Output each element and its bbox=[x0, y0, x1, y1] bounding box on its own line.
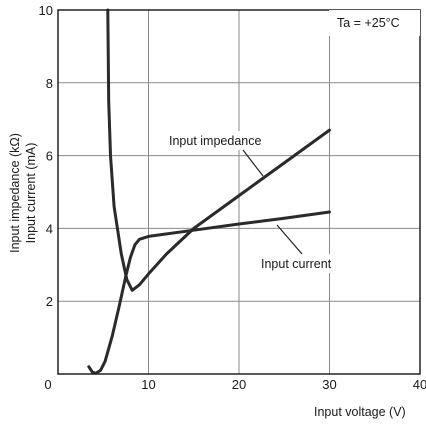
current-annotation-bg bbox=[258, 254, 350, 273]
current-pointer bbox=[276, 224, 303, 255]
current-annotation: Input current bbox=[261, 257, 332, 271]
impedance-annotation-bg bbox=[166, 131, 287, 150]
x-tick-label: 20 bbox=[232, 377, 246, 392]
input-impedance-curve bbox=[106, 8, 331, 292]
x-tick-label: 30 bbox=[322, 377, 336, 392]
curve-layer bbox=[87, 8, 331, 375]
x-axis-title: Input voltage (V) bbox=[314, 405, 406, 419]
y-tick-label: 4 bbox=[46, 221, 53, 236]
y-tick-label: 6 bbox=[46, 149, 53, 164]
input-current-curve bbox=[87, 210, 331, 375]
y-axis-title-impedance: Input impedance (kΩ) bbox=[8, 133, 22, 253]
x-tick-label: 0 bbox=[44, 377, 51, 392]
y-axis-title-current: Input current (mA) bbox=[24, 143, 38, 244]
tick-label-layer: 0 10 20 30 40 2 4 6 8 10 bbox=[39, 3, 426, 392]
y-tick-label: 10 bbox=[39, 3, 53, 18]
plot-frame bbox=[57, 9, 421, 375]
condition-label: Ta = +25°C bbox=[337, 16, 400, 30]
x-tick-label: 10 bbox=[141, 377, 155, 392]
y-tick-label: 8 bbox=[46, 76, 53, 91]
x-tick-label: 40 bbox=[413, 377, 426, 392]
impedance-pointer bbox=[242, 149, 264, 177]
condition-label-box bbox=[329, 10, 420, 36]
impedance-annotation: Input impedance bbox=[169, 134, 261, 148]
y-tick-label: 2 bbox=[46, 294, 53, 309]
